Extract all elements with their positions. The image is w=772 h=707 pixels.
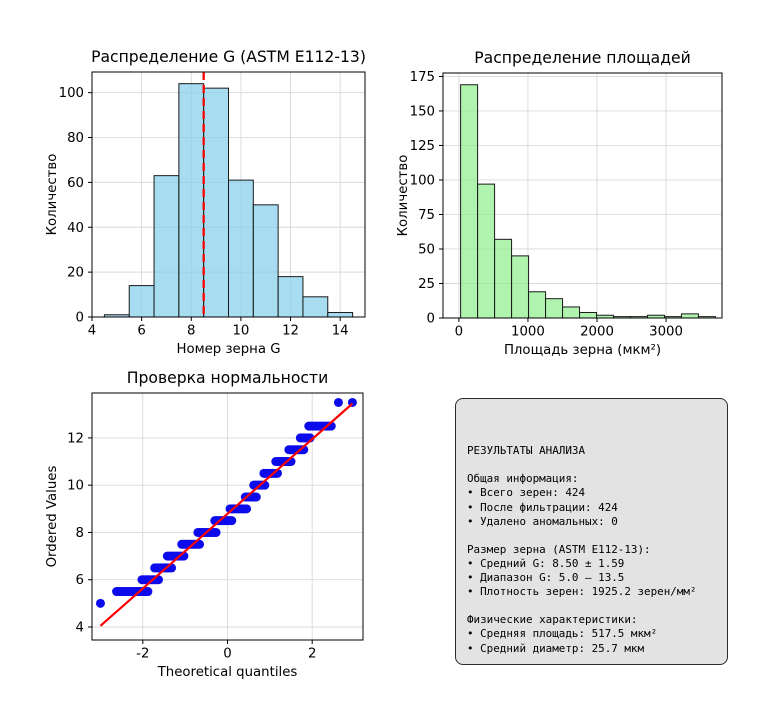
grain-size-histogram: 4 6 8 10 12 14 0 20 40 60 80 100 Распределение G (AS… — [45, 48, 366, 357]
chart-title: Проверка нормальности — [127, 369, 328, 387]
qq-point — [195, 539, 205, 549]
y-tick-label: 12 — [67, 431, 84, 446]
y-tick-label: 75 — [418, 208, 435, 223]
y-tick-label: 0 — [427, 312, 435, 327]
x-tick-label: 2000 — [580, 325, 614, 340]
y-tick-label: 100 — [59, 86, 84, 101]
x-tick-label: 1000 — [511, 325, 545, 340]
x-tick-label: 14 — [332, 324, 349, 339]
y-tick-label: 25 — [418, 277, 435, 292]
qq-plot: -2 0 2 4 6 8 10 12 Проверка нормальности Theoreti… — [45, 369, 364, 680]
hist-bar — [277, 276, 304, 318]
x-tick-label: 4 — [88, 324, 96, 339]
x-tick-label: 0 — [455, 325, 463, 340]
qq-point — [143, 587, 153, 597]
x-tick-label: 10 — [232, 324, 249, 339]
x-tick-label: 12 — [282, 324, 299, 339]
results-line — [467, 599, 719, 613]
area-histogram: 0 1000 2000 3000 0 25 50 75 100 125 150 175 Распреде… — [396, 49, 723, 358]
x-tick-label: 6 — [137, 324, 145, 339]
y-axis-label: Ordered Values — [45, 466, 60, 568]
qq-point — [227, 516, 237, 526]
results-line — [467, 529, 719, 543]
hist-bar — [178, 83, 205, 318]
y-tick-label: 40 — [67, 221, 84, 236]
results-line: • Всего зерен: 424 — [467, 486, 586, 500]
y-tick-label: 175 — [410, 70, 435, 85]
x-tick-label: -2 — [136, 647, 149, 662]
results-panel: РЕЗУЛЬТАТЫ АНАЛИЗА Общая информация: • Вс… — [455, 398, 728, 665]
y-tick-label: 10 — [67, 479, 84, 494]
results-line: • После фильтрации: 424 — [467, 500, 618, 514]
y-tick-label: 20 — [67, 266, 84, 281]
y-tick-label: 6 — [76, 573, 84, 588]
y-axis-label: Количество — [45, 154, 60, 236]
results-line: • Средняя площадь: 517.5 мкм² — [467, 627, 658, 641]
hist-bar — [252, 204, 279, 318]
results-line: Физические характеристики: — [467, 613, 638, 627]
results-line: • Диапазон G: 5.0 — 13.5 — [467, 571, 625, 585]
qq-point — [333, 397, 343, 407]
chart-title: Распределение G (ASTM E112-13) — [91, 48, 366, 66]
x-axis-label: Номер зерна G — [176, 342, 280, 357]
y-tick-label: 4 — [76, 621, 84, 636]
x-axis-label: Theoretical quantiles — [157, 665, 298, 680]
results-line: Размер зерна (ASTM E112-13): — [467, 542, 651, 556]
x-tick-label: 0 — [223, 647, 231, 662]
y-tick-label: 8 — [76, 526, 84, 541]
results-text: РЕЗУЛЬТАТЫ АНАЛИЗА Общая информация: • Вс… — [467, 444, 719, 655]
y-tick-label: 125 — [410, 139, 435, 154]
y-axis-label: Количество — [396, 155, 411, 237]
qq-point — [251, 492, 261, 502]
y-tick-label: 60 — [67, 176, 84, 191]
y-tick-label: 150 — [410, 104, 435, 119]
y-tick-label: 100 — [410, 173, 435, 188]
hist-bar — [228, 179, 254, 318]
x-tick-label: 2 — [308, 647, 316, 662]
results-line: • Средний диаметр: 25.7 мкм — [467, 641, 645, 655]
y-tick-label: 50 — [418, 242, 435, 257]
axes-frame — [91, 71, 366, 318]
results-line — [467, 458, 719, 472]
results-line: • Плотность зерен: 1925.2 зерен/мм² — [467, 585, 697, 599]
fit-line — [99, 402, 354, 627]
x-axis-label: Площадь зерна (мкм²) — [504, 343, 661, 358]
qq-point — [95, 598, 105, 608]
y-tick-label: 80 — [67, 131, 84, 146]
axes-frame — [442, 72, 723, 319]
chart-title: Распределение площадей — [474, 49, 691, 67]
x-tick-label: 3000 — [649, 325, 683, 340]
results-line: РЕЗУЛЬТАТЫ АНАЛИЗА — [467, 444, 586, 458]
y-tick-label: 0 — [76, 311, 84, 326]
results-line: • Удалено аномальных: 0 — [467, 514, 618, 528]
qq-point — [211, 527, 221, 537]
results-line: Общая информация: — [467, 472, 579, 486]
x-tick-label: 8 — [187, 324, 195, 339]
results-line: • Средний G: 8.50 ± 1.59 — [467, 556, 625, 570]
hist-bar — [128, 285, 155, 318]
qq-point — [242, 504, 252, 514]
